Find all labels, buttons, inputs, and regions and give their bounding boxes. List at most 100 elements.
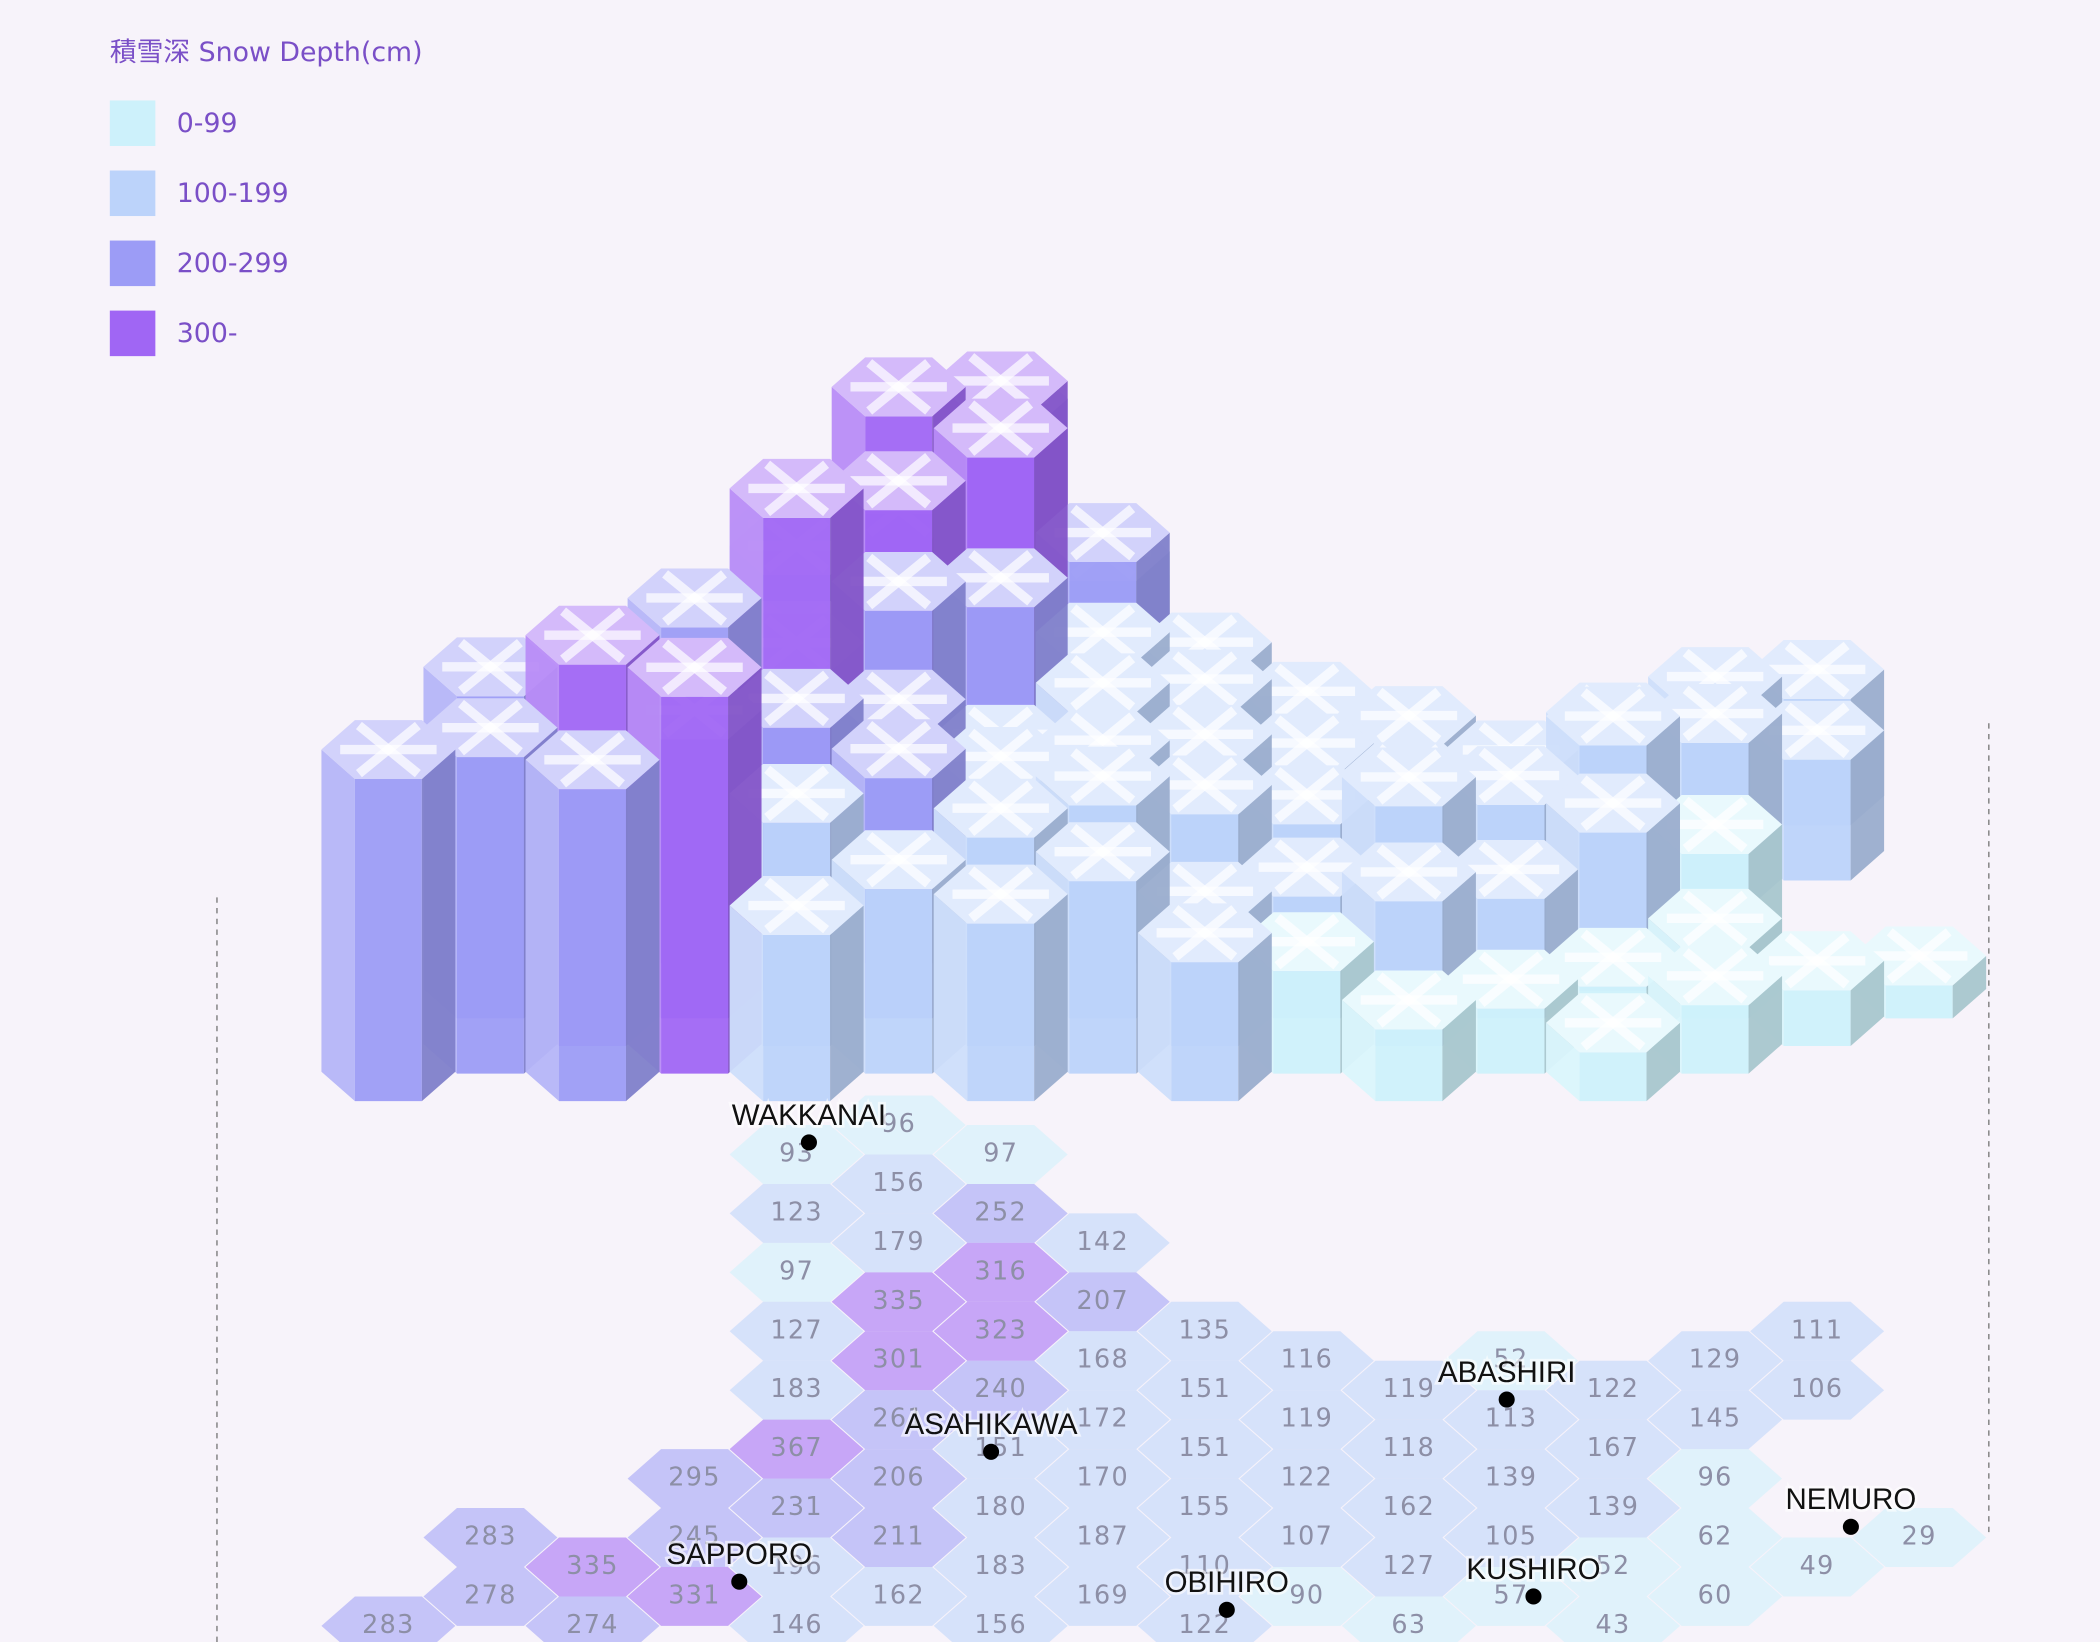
cell-value: 179 [872,1226,925,1256]
hex-cell [831,1449,966,1509]
prism [321,720,456,1102]
cell-value: 127 [1383,1550,1436,1580]
cell-value: 106 [1791,1373,1844,1403]
cell-value: 211 [872,1521,925,1551]
prism [1341,970,1476,1102]
cell-value: 240 [974,1373,1027,1403]
prism-face [1952,955,1987,1019]
cell-value: 60 [1698,1579,1733,1609]
hex-cell [729,1242,864,1302]
cell-value: 316 [974,1255,1027,1285]
cell-value: 172 [1076,1403,1129,1433]
cell-value: 116 [1281,1344,1334,1374]
legend: 0-99 100-199 200-299 300- [109,100,289,357]
prism-face [661,696,729,1074]
hex-cell [831,1390,966,1450]
prism-face [1681,1005,1749,1074]
hex-cell [1750,1537,1885,1597]
hex-cell [729,1537,864,1597]
cell-value: 57 [1493,1579,1528,1609]
cell-value: 43 [1596,1609,1631,1639]
hex-cell [1546,1537,1680,1597]
legend-label: 100-199 [177,178,289,209]
legend-swatch [109,240,156,287]
prism [1852,926,1987,1019]
hex-cell [1648,1331,1783,1391]
legend-title: 積雪深 Snow Depth(cm) [110,37,423,68]
hex-cell [831,1272,966,1332]
city-dot [1525,1588,1542,1605]
cell-value: 335 [872,1285,925,1315]
hex-cell [831,1508,966,1567]
cell-value: 96 [1698,1462,1733,1492]
cell-value: 145 [1689,1403,1742,1433]
hex-cell [321,1596,456,1642]
city-label: OBIHIRO [1165,1566,1289,1599]
cell-value: 283 [362,1609,415,1639]
hex-cell [1137,1537,1272,1597]
prism-face [1748,975,1783,1074]
city-dot [731,1573,748,1590]
legend-swatch [109,100,156,146]
hex-cell [1239,1566,1374,1626]
cell-value: 278 [464,1579,517,1609]
cell-value: 62 [1698,1521,1733,1551]
hex-cell [729,1183,864,1243]
hex-cell [627,1566,762,1626]
hex-cell [627,1508,762,1567]
prism-face [1273,971,1341,1074]
hex-cell [1137,1360,1272,1420]
hex-cell [525,1537,660,1597]
cell-value: 122 [1281,1462,1334,1492]
cell-value: 231 [770,1491,823,1521]
prism-face [456,757,524,1074]
legend-label: 200-299 [177,248,289,279]
hex-cell [1239,1331,1374,1391]
cell-value: 97 [779,1255,814,1285]
prism-face [1579,1052,1647,1102]
3d-view [321,351,1987,1102]
cell-value: 183 [770,1373,823,1403]
cell-value: 111 [1791,1314,1844,1344]
cell-value: 335 [566,1550,619,1580]
cell-value: 261 [872,1403,925,1433]
hex-cell [831,1213,966,1273]
cell-value: 151 [974,1432,1027,1462]
cell-value: 183 [974,1550,1027,1580]
cell-value: 187 [1076,1521,1129,1551]
prism-face [421,749,456,1102]
cell-value: 119 [1383,1373,1436,1403]
cell-value: 196 [770,1550,823,1580]
cell-value: 139 [1485,1462,1538,1492]
prism-face [967,923,1035,1102]
hex-cell [1648,1566,1783,1626]
prism-face [933,894,968,1102]
hex-cell [1035,1331,1170,1391]
hex-cell [1444,1390,1578,1450]
prism-face [729,905,764,1102]
hex-cell [1035,1213,1170,1273]
hex-cell [729,1419,864,1479]
cell-value: 52 [1596,1550,1631,1580]
prism-face [865,889,933,1074]
cell-value: 97 [983,1137,1018,1167]
prism-face [1885,985,1953,1019]
cell-value: 123 [770,1196,823,1226]
hex-cell [1750,1301,1885,1361]
cell-value: 151 [1179,1432,1232,1462]
cell-value: 156 [974,1609,1027,1639]
hex-cell [1239,1508,1374,1567]
prism [1648,946,1783,1074]
prism-face [1375,1029,1443,1102]
city-label: ASAHIKAWA [905,1408,1078,1441]
hex-cell [1035,1272,1170,1332]
cell-value: 122 [1587,1373,1640,1403]
hex-cell [1341,1360,1476,1420]
cell-value: 283 [464,1521,517,1551]
hex-cell [933,1125,1068,1184]
cell-value: 151 [1179,1373,1232,1403]
cell-value: 119 [1281,1403,1334,1433]
prism-face [763,934,831,1102]
